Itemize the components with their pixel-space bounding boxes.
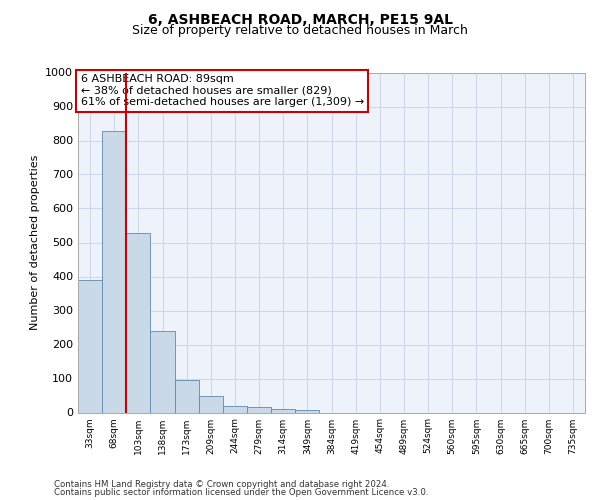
Bar — [271, 409, 295, 412]
Text: Size of property relative to detached houses in March: Size of property relative to detached ho… — [132, 24, 468, 37]
Text: Contains public sector information licensed under the Open Government Licence v3: Contains public sector information licen… — [54, 488, 428, 497]
Bar — [199, 396, 223, 412]
Bar — [223, 406, 247, 412]
Bar — [175, 380, 199, 412]
Text: Contains HM Land Registry data © Crown copyright and database right 2024.: Contains HM Land Registry data © Crown c… — [54, 480, 389, 489]
Bar — [102, 130, 126, 412]
Y-axis label: Number of detached properties: Number of detached properties — [29, 155, 40, 330]
Bar — [78, 280, 102, 412]
Bar — [295, 410, 319, 412]
Bar — [247, 408, 271, 412]
Text: 6, ASHBEACH ROAD, MARCH, PE15 9AL: 6, ASHBEACH ROAD, MARCH, PE15 9AL — [148, 12, 452, 26]
Text: 6 ASHBEACH ROAD: 89sqm
← 38% of detached houses are smaller (829)
61% of semi-de: 6 ASHBEACH ROAD: 89sqm ← 38% of detached… — [80, 74, 364, 108]
Bar — [126, 232, 151, 412]
Bar — [151, 331, 175, 412]
